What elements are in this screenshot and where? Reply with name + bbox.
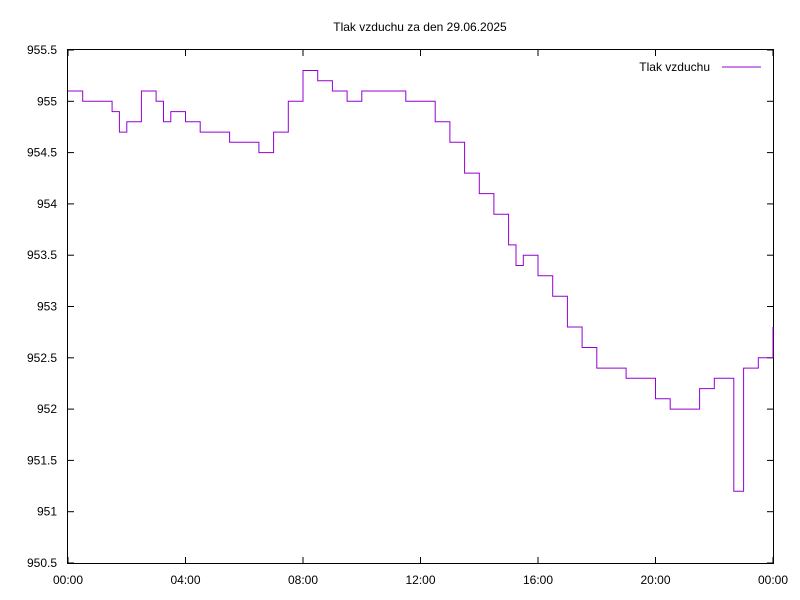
y-tick-label: 951	[37, 505, 57, 519]
y-tick-label: 953.5	[27, 248, 57, 262]
y-tick-label: 951.5	[27, 453, 57, 467]
y-tick-label: 955.5	[27, 43, 57, 57]
x-tick-label: 04:00	[170, 573, 200, 587]
y-tick-label: 950.5	[27, 556, 57, 570]
legend-label: Tlak vzduchu	[639, 60, 710, 74]
x-tick-label: 20:00	[640, 573, 670, 587]
y-tick-label: 954.5	[27, 146, 57, 160]
y-tick-labels: 950.5 951 951.5 952 952.5 953 953.5 954 954.5 955…	[27, 43, 57, 570]
plot-frame	[67, 49, 774, 564]
x-tick-label: 08:00	[288, 573, 318, 587]
axis-ticks	[67, 49, 774, 564]
chart-title: Tlak vzduchu za den 29.06.2025	[333, 20, 507, 34]
y-tick-label: 955	[37, 94, 57, 108]
y-tick-label: 954	[37, 197, 57, 211]
x-tick-label: 00:00	[53, 573, 83, 587]
x-tick-label: 00:00	[758, 573, 788, 587]
legend: Tlak vzduchu	[639, 60, 761, 74]
y-tick-label: 952.5	[27, 351, 57, 365]
x-tick-label: 12:00	[405, 573, 435, 587]
x-tick-labels: 00:00 04:00 08:00 12:00 16:00 20:00 00:00	[53, 573, 788, 587]
x-tick-label: 16:00	[523, 573, 553, 587]
pressure-series-line	[68, 70, 774, 492]
y-tick-label: 953	[37, 300, 57, 314]
y-tick-label: 952	[37, 402, 57, 416]
